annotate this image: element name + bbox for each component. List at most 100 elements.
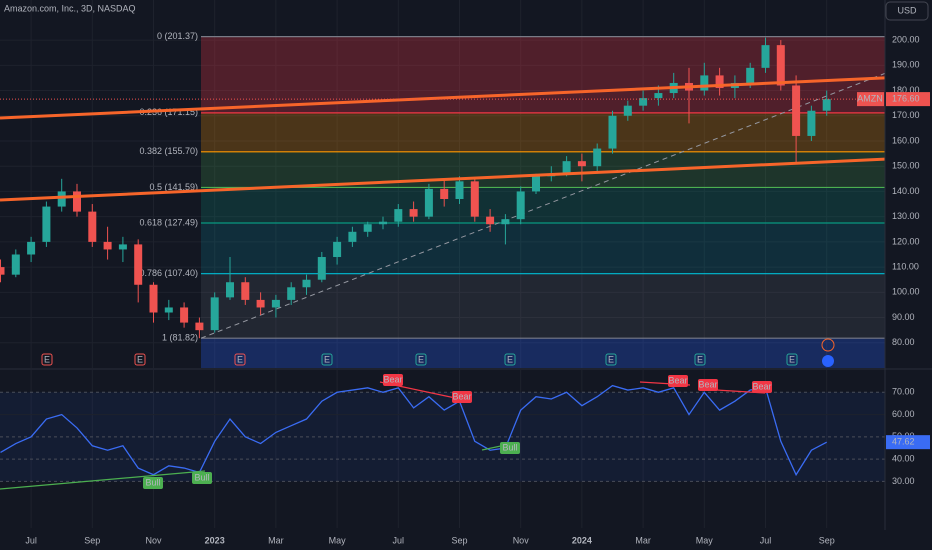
rsi-last-label: 47.62 <box>892 437 915 447</box>
symbol-tag <box>857 92 884 107</box>
earnings-marker <box>605 353 617 366</box>
y-tick-label: 130.00 <box>892 211 920 221</box>
candle-body <box>118 244 127 250</box>
signal-label: Bear <box>452 391 471 401</box>
signal-label: Bull <box>194 472 209 482</box>
candle-body <box>746 67 755 83</box>
signal-tag <box>500 442 520 454</box>
earnings-marker <box>694 353 706 366</box>
candle-body <box>424 188 433 217</box>
candle-body <box>210 297 219 331</box>
y-tick-label: 140.00 <box>892 186 920 196</box>
fib-zone <box>201 36 885 113</box>
candle-body <box>394 209 403 222</box>
earnings-label: E <box>44 354 50 364</box>
signal-tag <box>192 472 212 484</box>
y-tick-label: 150.00 <box>892 161 920 171</box>
candle-body <box>562 161 571 174</box>
earnings-label: E <box>418 354 424 364</box>
x-tick-label: Jul <box>760 535 772 545</box>
signal-tag <box>752 381 772 393</box>
price-pane: 0 (201.37) 0.236 (171.15) 0.382 (155.70) 0.… <box>0 0 885 368</box>
candle-body <box>0 267 5 275</box>
candle-body <box>317 257 326 280</box>
candle-body <box>501 219 510 225</box>
candle-body <box>761 45 770 68</box>
fib-label: 0.5 (141.59) <box>149 182 198 192</box>
y-tick-label: 200.00 <box>892 34 920 44</box>
candle-body <box>27 241 36 255</box>
candle-body <box>134 244 143 285</box>
earnings-marker <box>321 353 333 366</box>
candle-body <box>88 211 97 242</box>
add-icon[interactable] <box>822 355 834 367</box>
fib-zone <box>201 222 885 274</box>
earnings-label: E <box>608 354 614 364</box>
fib-zone <box>201 273 885 339</box>
candle-body <box>577 161 586 167</box>
earnings-marker <box>504 353 516 366</box>
currency-button[interactable] <box>885 1 929 21</box>
earnings-label: E <box>507 354 513 364</box>
signal-label: Bull <box>145 477 160 487</box>
signal-label: Bear <box>383 374 402 384</box>
candle-body <box>822 99 831 111</box>
x-tick-label: 2023 <box>205 535 225 545</box>
candle-body <box>333 241 342 258</box>
y-tick-label: 160.00 <box>892 135 920 145</box>
y-tick-label: 120.00 <box>892 236 920 246</box>
candle-body <box>149 284 158 313</box>
x-tick-label: May <box>329 535 347 545</box>
x-tick-label: May <box>696 535 714 545</box>
candle-body <box>302 279 311 288</box>
candle-body <box>271 299 280 308</box>
trendline <box>0 157 885 202</box>
y-tick-label: 100.00 <box>892 287 920 297</box>
rsi-last-tag <box>886 435 930 450</box>
candle-body <box>195 322 204 331</box>
x-tick-label: Nov <box>513 535 530 545</box>
candle-body <box>807 110 816 136</box>
x-tick-label: Mar <box>268 535 284 545</box>
fib-zone <box>201 112 885 152</box>
candle-body <box>57 191 66 207</box>
alert-icon[interactable] <box>821 338 835 352</box>
candle-body <box>103 241 112 250</box>
candle-body <box>776 45 785 86</box>
candle-body <box>486 216 495 225</box>
candle-body <box>792 85 801 136</box>
x-tick-label: 2024 <box>572 535 592 545</box>
fib-label: 0.236 (171.15) <box>139 107 198 117</box>
rsi-band <box>0 392 885 482</box>
y-tick-label: 170.00 <box>892 110 920 120</box>
trendline <box>0 76 885 120</box>
x-tick-label: Sep <box>84 535 100 545</box>
rsi-tick-label: 70.00 <box>892 387 915 397</box>
x-tick-label: Sep <box>451 535 467 545</box>
signal-tag <box>698 379 718 391</box>
candle-body <box>287 287 296 300</box>
x-tick-label: Sep <box>819 535 835 545</box>
x-tick-label: Mar <box>635 535 651 545</box>
y-tick-label: 180.00 <box>892 85 920 95</box>
x-tick-label: Jul <box>25 535 37 545</box>
candle-body <box>11 254 20 275</box>
symbol-label: AMZN <box>857 93 883 103</box>
candle-body <box>73 191 81 212</box>
currency-label[interactable]: USD <box>897 5 917 15</box>
candle-body <box>639 98 648 106</box>
rsi-tick-label: 40.00 <box>892 454 915 464</box>
fib-extension-zone <box>201 338 885 368</box>
signal-label: Bear <box>752 381 771 391</box>
signal-label: Bear <box>668 375 687 385</box>
y-tick-label: 190.00 <box>892 60 920 70</box>
rsi-line <box>0 384 828 477</box>
candle-body <box>42 206 51 242</box>
candle-body <box>363 224 372 232</box>
rsi-tick-label: 30.00 <box>892 476 915 486</box>
y-tick-label: 90.00 <box>892 312 915 322</box>
candle-body <box>532 176 540 192</box>
candle-body <box>516 191 525 220</box>
candle-body <box>623 105 632 116</box>
